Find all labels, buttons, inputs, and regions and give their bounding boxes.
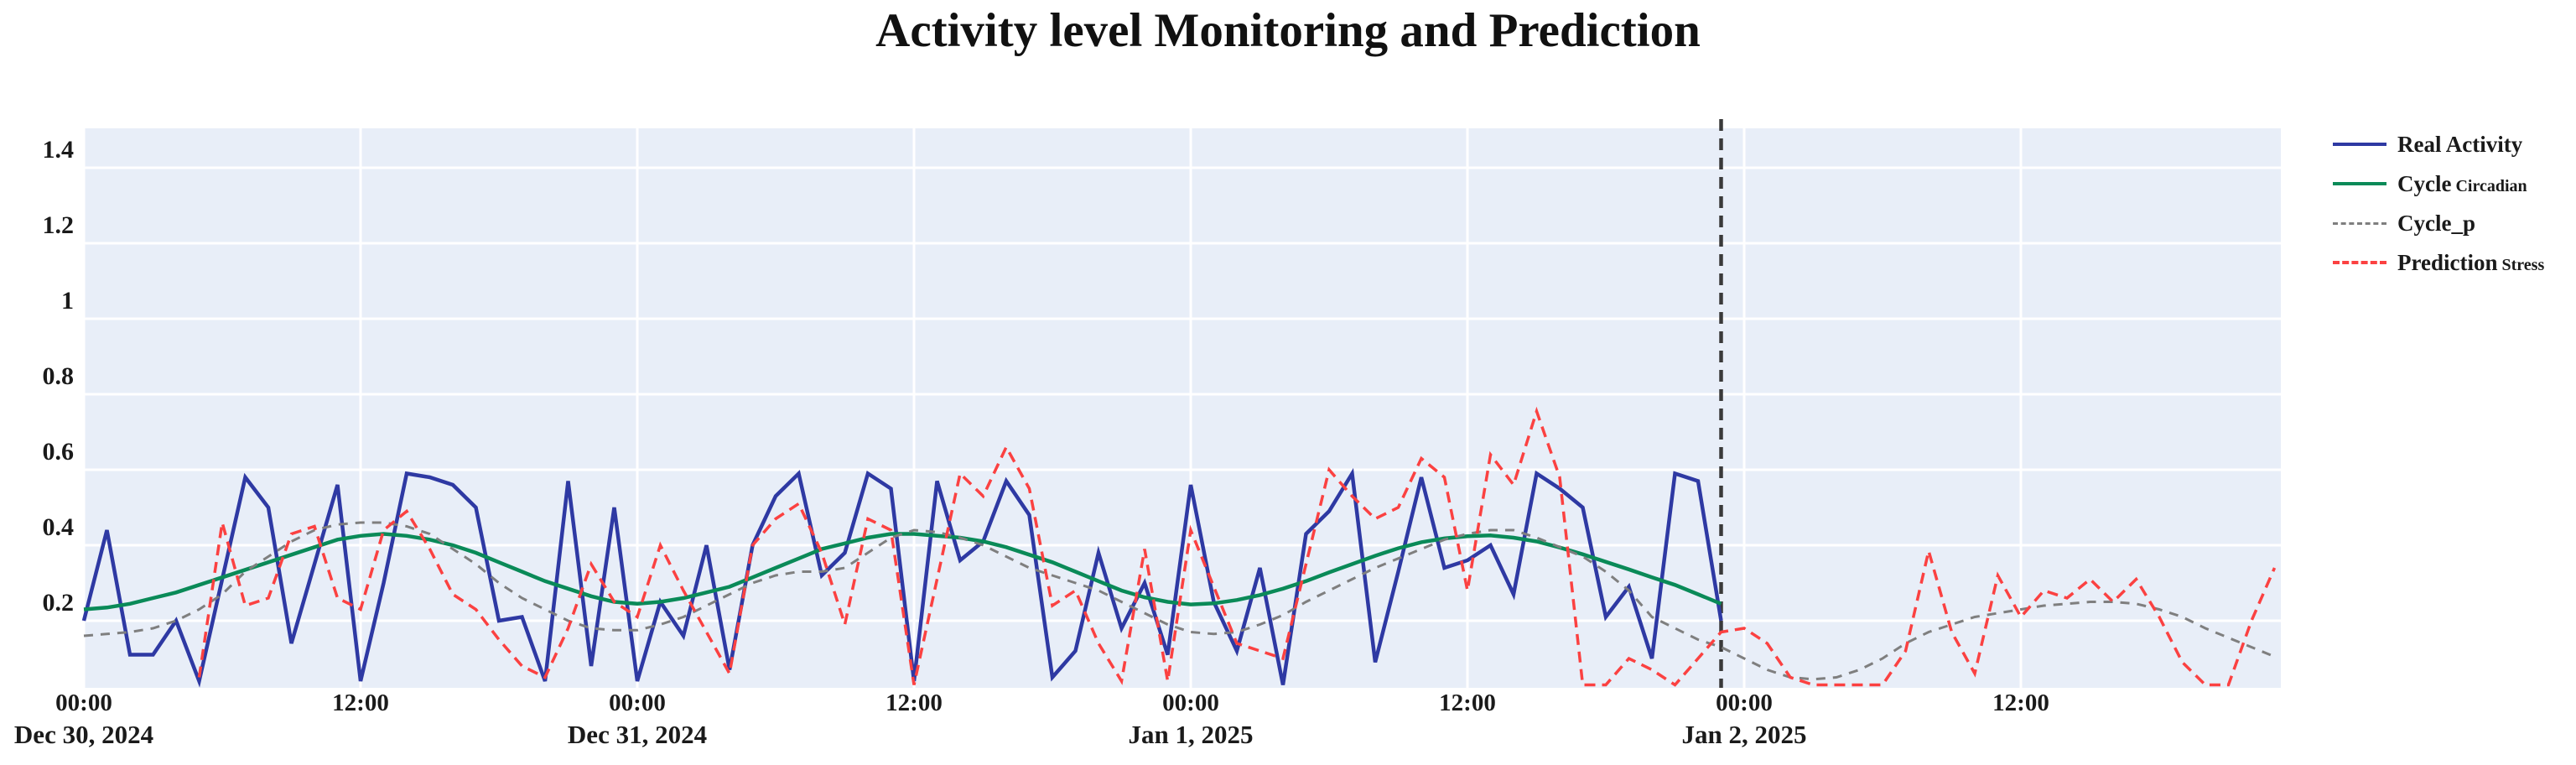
x-tick-time-label: 00:00: [1716, 690, 1773, 716]
x-tick-date-label: Jan 2, 2025: [1682, 720, 1807, 749]
legend-line-cycle-p-icon: [2333, 221, 2386, 225]
legend-line-real-activity-icon: [2333, 143, 2386, 146]
gridlines: [82, 128, 2281, 688]
x-tick-time-label: 12:00: [1992, 690, 2049, 716]
x-tick-time-label: 00:00: [55, 690, 112, 716]
legend-line-prediction-stress-icon: [2333, 261, 2386, 264]
y-tick-label: 1: [61, 287, 74, 315]
legend-label: Cycle_p: [2397, 210, 2475, 236]
legend-label: Real Activity: [2397, 131, 2523, 157]
series-line-real-activity: [81, 467, 1723, 688]
y-tick-label: 0.8: [43, 362, 75, 390]
x-tick-time-label: 12:00: [332, 690, 389, 716]
plot-background: [84, 128, 2281, 688]
x-tick-time-label: 12:00: [1439, 690, 1496, 716]
x-tick-date-label: Dec 30, 2024: [14, 720, 153, 749]
x-tick-time-label: 00:00: [1162, 690, 1219, 716]
y-tick-label: 0.4: [43, 513, 75, 541]
legend-label: Cycle Circadian: [2397, 170, 2527, 196]
legend-item-cycle-p: Cycle_p: [2333, 210, 2573, 237]
legend-item-cycle-circadian: Cycle Circadian: [2333, 170, 2573, 197]
x-tick-date-label: Jan 1, 2025: [1129, 720, 1254, 749]
legend-label: Prediction Stress: [2397, 249, 2545, 275]
chart-legend: Real Activity Cycle Circadian Cycle_p Pre…: [2333, 131, 2573, 289]
page-title: Activity level Monitoring and Prediction: [875, 4, 1701, 57]
y-tick-label: 1.4: [43, 136, 75, 164]
legend-line-cycle-circadian-icon: [2333, 182, 2386, 185]
series-line-prediction-stress: [197, 406, 2277, 687]
y-tick-label: 1.2: [43, 211, 75, 239]
x-tick-time-label: 12:00: [886, 690, 943, 716]
y-tick-label: 0.2: [43, 589, 75, 617]
series-line-cycle-p: [83, 521, 2276, 681]
x-tick-time-label: 00:00: [609, 690, 666, 716]
y-tick-label: 0.6: [43, 438, 75, 466]
x-tick-date-label: Dec 31, 2024: [568, 720, 707, 749]
series-line-cycle-circadian: [83, 532, 1722, 611]
legend-item-prediction-stress: Prediction Stress: [2333, 249, 2573, 276]
legend-item-real-activity: Real Activity: [2333, 131, 2573, 158]
